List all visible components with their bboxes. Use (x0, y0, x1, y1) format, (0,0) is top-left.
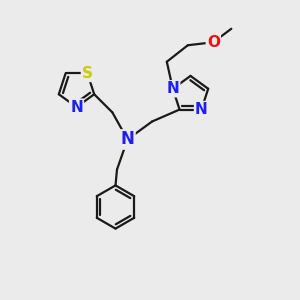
Text: S: S (82, 66, 93, 81)
Text: N: N (121, 130, 134, 148)
Text: O: O (207, 35, 220, 50)
Text: N: N (195, 102, 208, 117)
Text: N: N (70, 100, 83, 115)
Text: N: N (167, 81, 179, 96)
